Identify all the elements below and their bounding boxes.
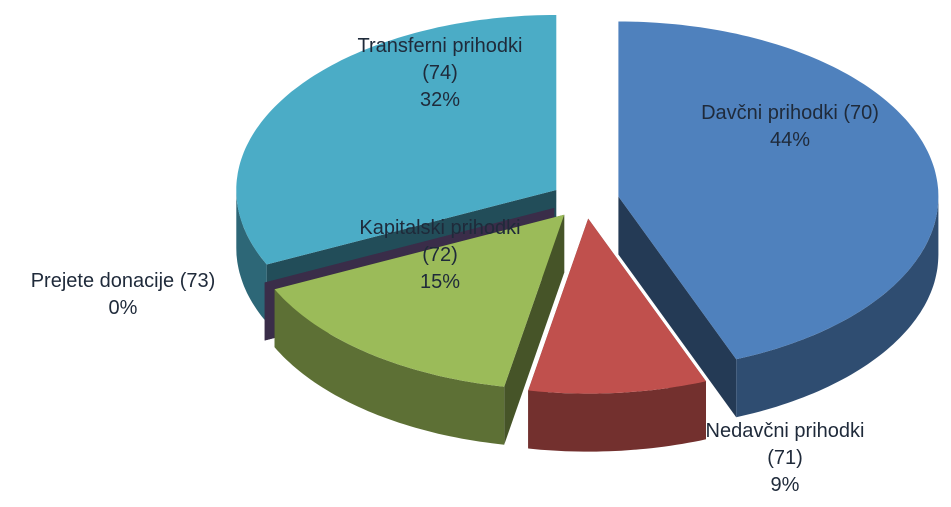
- slice-label: Nedavčni prihodki (71) 9%: [700, 418, 870, 499]
- slice-label: Transferni prihodki (74) 32%: [355, 33, 525, 114]
- slice: [274, 214, 565, 387]
- value-label: 9%: [770, 474, 800, 496]
- slice-side: [528, 381, 706, 452]
- category-label: Transferni prihodki (74): [357, 35, 523, 84]
- slice-side: [736, 196, 939, 418]
- slice-label: Kapitalski prihodki (72) 15%: [355, 215, 525, 296]
- slice: [236, 15, 557, 265]
- category-label: Prejete donacije (73): [30, 270, 216, 292]
- slice-side: [274, 289, 505, 445]
- slice-wall: [618, 196, 737, 418]
- slice-label: Prejete donacije (73) 0%: [0, 268, 248, 322]
- value-label: 32%: [419, 89, 461, 111]
- category-label: Davčni prihodki (70): [701, 102, 879, 124]
- category-label: Kapitalski prihodki (72): [359, 217, 521, 266]
- slice-side: [236, 190, 267, 323]
- slice: [528, 218, 706, 394]
- slice-label: Davčni prihodki (70) 44%: [675, 100, 905, 154]
- value-label: 0%: [108, 297, 138, 319]
- value-label: 44%: [769, 129, 811, 151]
- slice: [618, 21, 939, 360]
- value-label: 15%: [419, 271, 461, 293]
- category-label: Nedavčni prihodki (71): [705, 420, 865, 469]
